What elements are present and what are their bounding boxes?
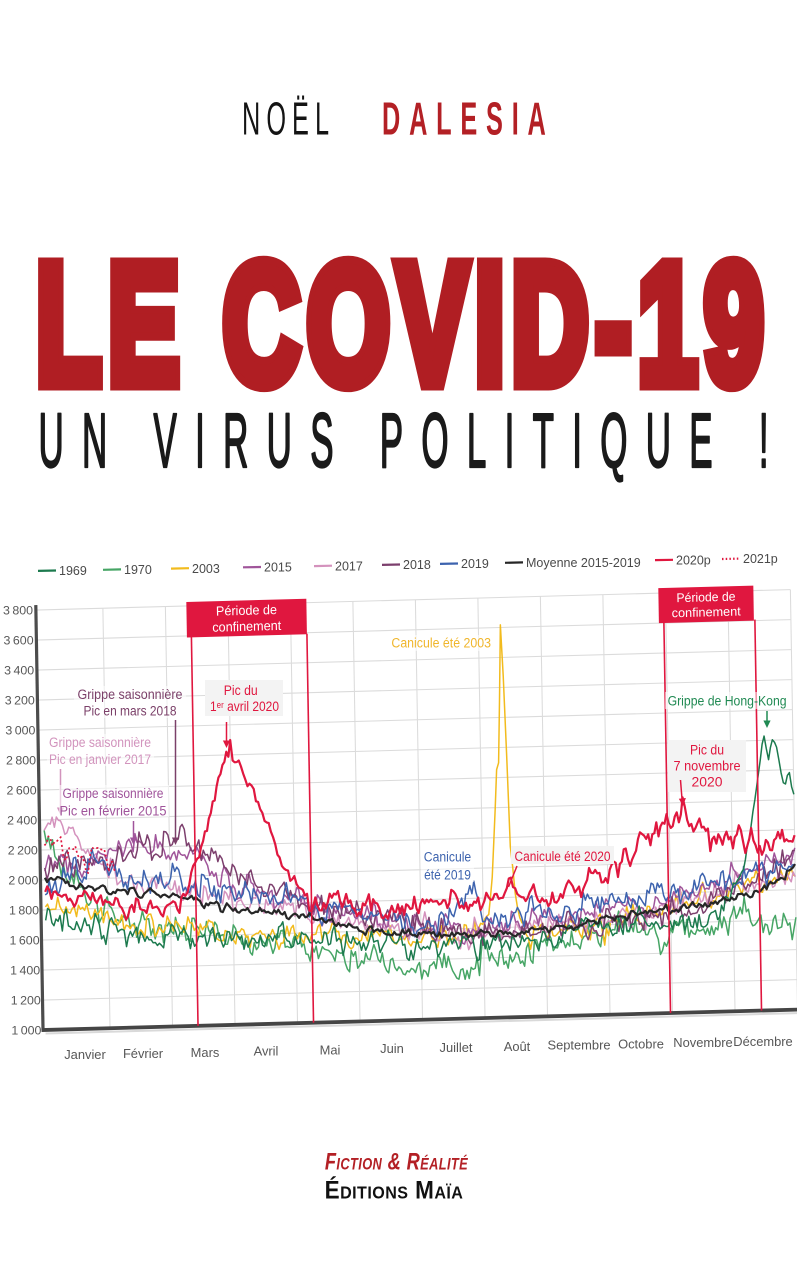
svg-text:Pic en janvier 2017: Pic en janvier 2017 <box>49 752 151 767</box>
svg-text:Mai: Mai <box>320 1042 341 1057</box>
svg-text:Octobre: Octobre <box>618 1036 664 1051</box>
svg-text:Janvier: Janvier <box>64 1047 106 1062</box>
svg-text:2017: 2017 <box>335 559 363 573</box>
svg-text:2003: 2003 <box>192 562 220 576</box>
svg-text:Pic du: Pic du <box>224 683 258 698</box>
svg-text:7 novembre: 7 novembre <box>674 759 741 774</box>
svg-text:Fiction & Réalité: Fiction & Réalité <box>325 1148 469 1175</box>
svg-text:3 400: 3 400 <box>4 664 34 678</box>
svg-text:2 800: 2 800 <box>6 754 36 768</box>
svg-text:1 600: 1 600 <box>10 934 40 948</box>
svg-text:Pic en mars 2018: Pic en mars 2018 <box>84 704 177 719</box>
svg-text:Canicule été 2020: Canicule été 2020 <box>515 849 611 864</box>
svg-text:Février: Février <box>123 1046 164 1061</box>
svg-text:3 200: 3 200 <box>5 694 35 708</box>
svg-text:2020: 2020 <box>692 775 723 790</box>
svg-text:3 800: 3 800 <box>3 604 33 618</box>
svg-text:Pic en février 2015: Pic en février 2015 <box>60 804 167 819</box>
svg-text:Novembre: Novembre <box>673 1035 732 1050</box>
svg-text:confinement: confinement <box>672 604 742 620</box>
svg-text:2018: 2018 <box>403 558 431 572</box>
svg-text:3 000: 3 000 <box>5 724 35 738</box>
svg-text:2021p: 2021p <box>743 552 778 566</box>
svg-text:Canicule: Canicule <box>424 850 471 865</box>
svg-text:Période de: Période de <box>216 602 277 619</box>
svg-text:NOËL: NOËL <box>242 92 335 144</box>
svg-text:1 800: 1 800 <box>9 904 39 918</box>
svg-text:Juin: Juin <box>380 1041 404 1056</box>
svg-text:2 000: 2 000 <box>8 874 38 888</box>
svg-text:1 200: 1 200 <box>11 994 41 1008</box>
svg-text:Août: Août <box>504 1039 531 1054</box>
svg-text:2020p: 2020p <box>676 553 711 567</box>
svg-text:2 400: 2 400 <box>7 814 37 828</box>
svg-text:Pic du: Pic du <box>690 743 724 758</box>
svg-text:2 600: 2 600 <box>7 784 37 798</box>
svg-text:Canicule été 2003: Canicule été 2003 <box>391 635 491 650</box>
svg-text:Grippe de Hong-Kong: Grippe de Hong-Kong <box>668 694 787 709</box>
svg-text:1969: 1969 <box>59 564 87 578</box>
svg-text:Septembre: Septembre <box>547 1038 610 1053</box>
svg-text:Grippe saisonnière: Grippe saisonnière <box>78 687 183 702</box>
svg-text:2015: 2015 <box>264 561 292 575</box>
svg-text:Décembre: Décembre <box>733 1034 792 1049</box>
svg-text:confinement: confinement <box>212 618 282 635</box>
svg-text:1970: 1970 <box>124 563 152 577</box>
svg-text:1 000: 1 000 <box>11 1024 41 1038</box>
svg-text:Éditions Maïa: Éditions Maïa <box>325 1175 464 1204</box>
svg-text:2 200: 2 200 <box>8 844 38 858</box>
svg-text:1 400: 1 400 <box>10 964 40 978</box>
svg-text:Avril: Avril <box>254 1044 279 1059</box>
svg-text:Moyenne 2015-2019: Moyenne 2015-2019 <box>526 556 641 570</box>
svg-text:Grippe saisonnière: Grippe saisonnière <box>63 786 164 801</box>
svg-text:LE COVID-19: LE COVID-19 <box>36 230 770 419</box>
svg-text:été 2019: été 2019 <box>424 868 471 883</box>
svg-text:3 600: 3 600 <box>4 634 34 648</box>
svg-text:DALESIA: DALESIA <box>382 92 555 144</box>
svg-text:2019: 2019 <box>461 557 489 571</box>
svg-text:Période de: Période de <box>676 590 735 606</box>
svg-text:Mars: Mars <box>191 1045 220 1060</box>
svg-text:Grippe saisonnière: Grippe saisonnière <box>49 735 151 750</box>
svg-text:Juillet: Juillet <box>440 1040 473 1055</box>
